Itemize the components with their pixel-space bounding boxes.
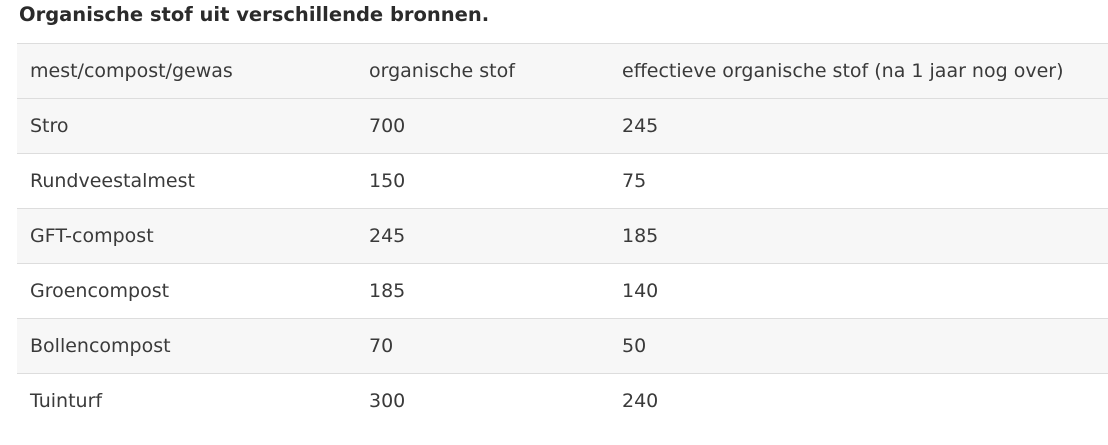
cell-source: GFT-compost (17, 208, 356, 264)
cell-organic-matter: 150 (356, 153, 609, 209)
cell-effective-organic-matter: 50 (609, 318, 1108, 374)
cell-effective-organic-matter: 140 (609, 263, 1108, 319)
table-row: Rundveestalmest 150 75 (17, 153, 1108, 209)
cell-organic-matter: 185 (356, 263, 609, 319)
cell-organic-matter: 700 (356, 98, 609, 154)
table-row: Bollencompost 70 50 (17, 318, 1108, 374)
cell-source: Stro (17, 98, 356, 154)
table-row: GFT-compost 245 185 (17, 208, 1108, 264)
cell-organic-matter: 70 (356, 318, 609, 374)
cell-source: Bollencompost (17, 318, 356, 374)
cell-effective-organic-matter: 240 (609, 373, 1108, 428)
cell-source: Groencompost (17, 263, 356, 319)
cell-organic-matter: 300 (356, 373, 609, 428)
table-row: Groencompost 185 140 (17, 263, 1108, 319)
table-title: Organische stof uit verschillende bronne… (19, 3, 490, 26)
table-row: Stro 700 245 (17, 98, 1108, 154)
column-header-effective-organic-matter: effectieve organische stof (na 1 jaar no… (609, 43, 1108, 99)
cell-source: Rundveestalmest (17, 153, 356, 209)
cell-source: Tuinturf (17, 373, 356, 428)
column-header-organic-matter: organische stof (356, 43, 609, 99)
cell-organic-matter: 245 (356, 208, 609, 264)
column-header-source: mest/compost/gewas (17, 43, 356, 99)
cell-effective-organic-matter: 245 (609, 98, 1108, 154)
table-header-row: mest/compost/gewas organische stof effec… (17, 43, 1108, 99)
cell-effective-organic-matter: 75 (609, 153, 1108, 209)
table-row: Tuinturf 300 240 (17, 373, 1108, 428)
cell-effective-organic-matter: 185 (609, 208, 1108, 264)
organic-matter-table: mest/compost/gewas organische stof effec… (17, 43, 1108, 428)
